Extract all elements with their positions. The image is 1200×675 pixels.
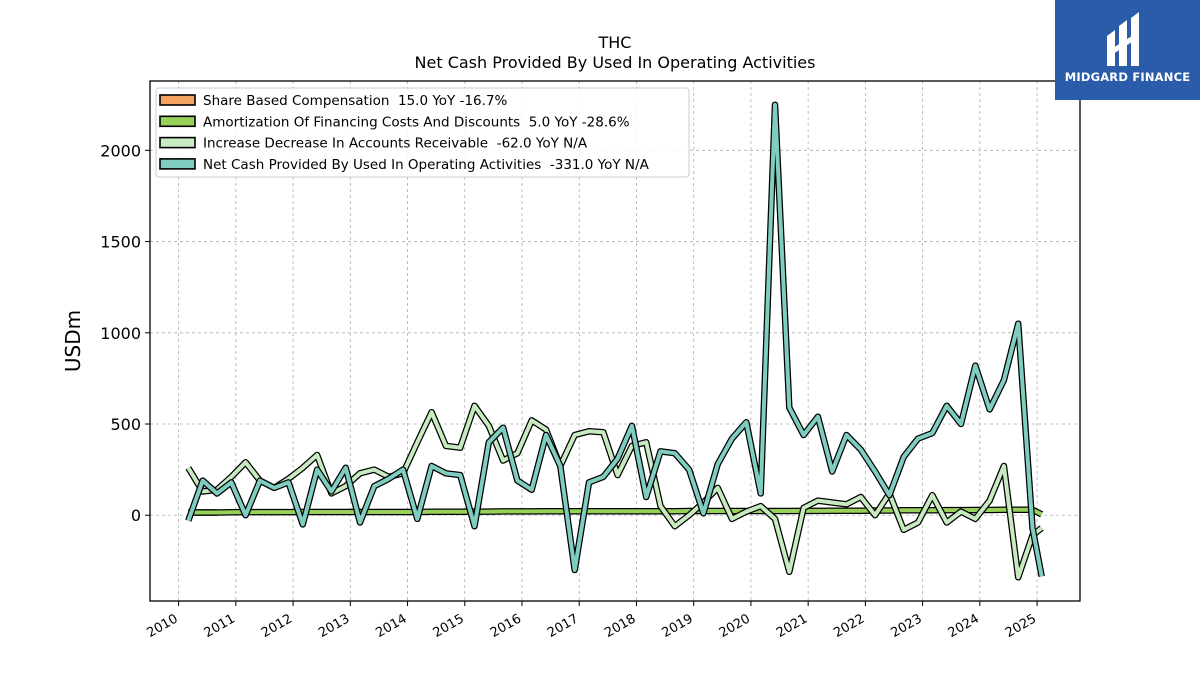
x-tick-label: 2011 bbox=[202, 611, 238, 641]
chart-subtitle: Net Cash Provided By Used In Operating A… bbox=[415, 53, 816, 72]
y-axis: 0 500 1000 1500 2000 bbox=[100, 141, 150, 525]
y-tick-label: 2000 bbox=[100, 141, 141, 160]
x-tick-label: 2023 bbox=[888, 611, 924, 641]
legend-swatch-2 bbox=[159, 136, 196, 149]
x-tick-label: 2019 bbox=[660, 611, 696, 641]
series-line-1 bbox=[188, 507, 1043, 517]
series-line-2 bbox=[186, 403, 1043, 580]
legend-entry-3: Net Cash Provided By Used In Operating A… bbox=[203, 157, 650, 173]
legend-swatch-3 bbox=[159, 158, 196, 170]
x-tick-label: 2018 bbox=[602, 611, 638, 641]
series-outline-2 bbox=[185, 402, 1044, 581]
legend-entry-1: Amortization Of Financing Costs And Disc… bbox=[203, 114, 630, 130]
x-tick-label: 2016 bbox=[488, 611, 524, 641]
y-tick-label: 1500 bbox=[100, 233, 141, 252]
plot-frame bbox=[149, 80, 1081, 602]
series-layer bbox=[185, 101, 1045, 581]
x-tick-label: 2014 bbox=[373, 611, 409, 641]
y-tick-label: 500 bbox=[110, 415, 141, 434]
x-tick-label: 2024 bbox=[946, 611, 982, 641]
midgard-logo-icon bbox=[1107, 12, 1139, 66]
y-tick-label: 1000 bbox=[100, 324, 141, 343]
legend-swatch-0 bbox=[159, 94, 196, 106]
legend-entry-0: Share Based Compensation 15.0 YoY -16.7% bbox=[203, 93, 508, 109]
legend-entry-2: Increase Decrease In Accounts Receivable… bbox=[203, 136, 588, 152]
series-line-3 bbox=[186, 102, 1044, 577]
legend-swatch-1 bbox=[159, 115, 196, 128]
x-tick-label: 2022 bbox=[831, 611, 867, 641]
x-tick-label: 2013 bbox=[316, 611, 352, 641]
x-tick-label: 2012 bbox=[259, 611, 295, 641]
x-tick-label: 2010 bbox=[144, 611, 180, 641]
chart-title: THC bbox=[598, 33, 632, 52]
y-tick-label: 0 bbox=[131, 506, 141, 525]
x-tick-label: 2015 bbox=[431, 611, 467, 641]
legend: Share Based Compensation 15.0 YoY -16.7%… bbox=[155, 87, 690, 178]
y-axis-label: USDm bbox=[61, 310, 85, 372]
brand-name: MIDGARD FINANCE bbox=[1064, 70, 1191, 84]
x-tick-label: 2020 bbox=[717, 611, 753, 641]
x-tick-label: 2021 bbox=[774, 611, 810, 641]
x-tick-label: 2025 bbox=[1003, 611, 1039, 641]
brand-badge: MIDGARD FINANCE bbox=[1055, 0, 1200, 100]
x-axis: 2010 2011 2012 2013 2014 2015 2016 2017 2018 2019… bbox=[144, 601, 1039, 641]
x-tick-label: 2017 bbox=[545, 611, 581, 641]
legend-box bbox=[155, 87, 690, 178]
